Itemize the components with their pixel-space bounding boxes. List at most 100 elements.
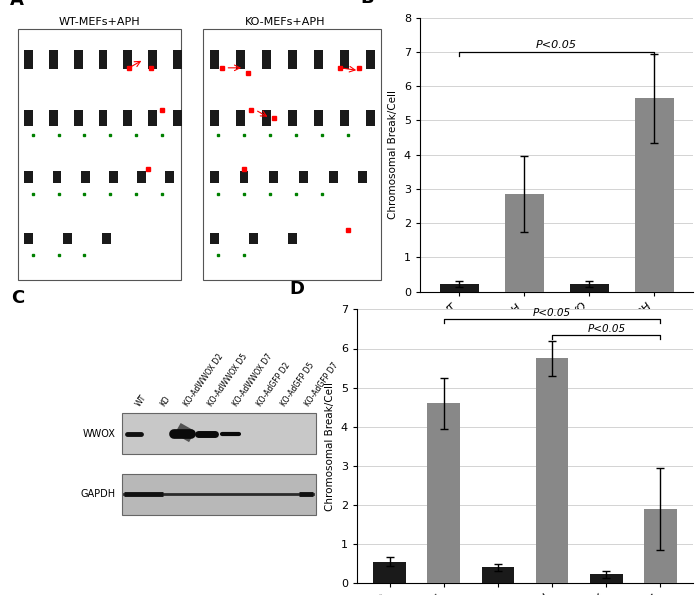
- Bar: [370, 50, 374, 58]
- Text: KO-AdWWOX D7: KO-AdWWOX D7: [231, 352, 274, 408]
- Bar: [176, 50, 182, 58]
- Text: P<0.05: P<0.05: [533, 308, 571, 318]
- Bar: [236, 58, 241, 69]
- Bar: [28, 176, 34, 183]
- Bar: [344, 111, 349, 117]
- Bar: [99, 111, 104, 117]
- Bar: [123, 111, 129, 117]
- Bar: [78, 50, 83, 58]
- Bar: [428, 403, 460, 583]
- Bar: [113, 176, 118, 183]
- Bar: [302, 176, 308, 183]
- Bar: [122, 414, 316, 455]
- Bar: [314, 111, 319, 117]
- Bar: [214, 176, 219, 183]
- Bar: [270, 171, 274, 176]
- Bar: [25, 238, 29, 244]
- Bar: [570, 284, 608, 292]
- Bar: [262, 111, 267, 117]
- Bar: [239, 176, 245, 183]
- Bar: [148, 50, 153, 58]
- Bar: [210, 233, 215, 237]
- Bar: [362, 176, 368, 183]
- Bar: [344, 117, 349, 126]
- Bar: [505, 194, 543, 292]
- Bar: [141, 176, 146, 183]
- Bar: [113, 171, 118, 176]
- Bar: [370, 111, 374, 117]
- Bar: [265, 58, 271, 69]
- Bar: [482, 568, 514, 583]
- Bar: [85, 171, 90, 176]
- Bar: [340, 58, 345, 69]
- Bar: [236, 117, 241, 126]
- Bar: [102, 238, 108, 244]
- Bar: [265, 50, 271, 58]
- Bar: [244, 171, 248, 176]
- Bar: [25, 233, 29, 237]
- Bar: [332, 176, 337, 183]
- Bar: [99, 58, 104, 69]
- Text: WT-MEFs+APH: WT-MEFs+APH: [59, 17, 140, 27]
- Bar: [291, 238, 297, 244]
- Bar: [214, 58, 219, 69]
- Bar: [152, 58, 157, 69]
- Bar: [203, 29, 382, 280]
- Bar: [358, 176, 363, 183]
- Bar: [214, 50, 219, 58]
- Bar: [52, 176, 58, 183]
- Bar: [67, 233, 72, 237]
- Bar: [262, 50, 267, 58]
- Bar: [236, 111, 241, 117]
- Bar: [248, 238, 254, 244]
- Y-axis label: Chromosomal Break/Cell: Chromosomal Break/Cell: [389, 90, 398, 219]
- Bar: [52, 111, 58, 117]
- Bar: [102, 233, 108, 237]
- Bar: [176, 111, 182, 117]
- Bar: [253, 233, 258, 237]
- Text: GAPDH: GAPDH: [80, 489, 116, 499]
- Text: KO-AdWWOX D5: KO-AdWWOX D5: [206, 352, 250, 408]
- Bar: [28, 58, 34, 69]
- Bar: [74, 111, 79, 117]
- Bar: [288, 238, 293, 244]
- Bar: [340, 50, 345, 58]
- Bar: [239, 50, 245, 58]
- Bar: [176, 58, 182, 69]
- Bar: [302, 171, 308, 176]
- Bar: [28, 111, 34, 117]
- Bar: [99, 117, 104, 126]
- Bar: [634, 98, 673, 292]
- Bar: [67, 238, 72, 244]
- Bar: [270, 176, 274, 183]
- Bar: [49, 117, 55, 126]
- Bar: [365, 50, 371, 58]
- Bar: [127, 117, 132, 126]
- Bar: [273, 171, 278, 176]
- Bar: [210, 50, 215, 58]
- Bar: [644, 509, 677, 583]
- Bar: [99, 50, 104, 58]
- Bar: [28, 238, 34, 244]
- Bar: [123, 117, 129, 126]
- Bar: [210, 238, 215, 244]
- Bar: [370, 117, 374, 126]
- Bar: [291, 58, 297, 69]
- Bar: [299, 171, 304, 176]
- Bar: [173, 50, 178, 58]
- Bar: [169, 176, 174, 183]
- Bar: [102, 117, 108, 126]
- Bar: [340, 117, 345, 126]
- Bar: [265, 117, 271, 126]
- Bar: [365, 58, 371, 69]
- Text: KO-MEFs+APH: KO-MEFs+APH: [244, 17, 325, 27]
- Bar: [210, 171, 215, 176]
- Bar: [28, 50, 34, 58]
- Text: B: B: [360, 0, 374, 7]
- Bar: [265, 111, 271, 117]
- Bar: [291, 117, 297, 126]
- Bar: [127, 111, 132, 117]
- Bar: [52, 171, 58, 176]
- Bar: [365, 117, 371, 126]
- Bar: [244, 176, 248, 183]
